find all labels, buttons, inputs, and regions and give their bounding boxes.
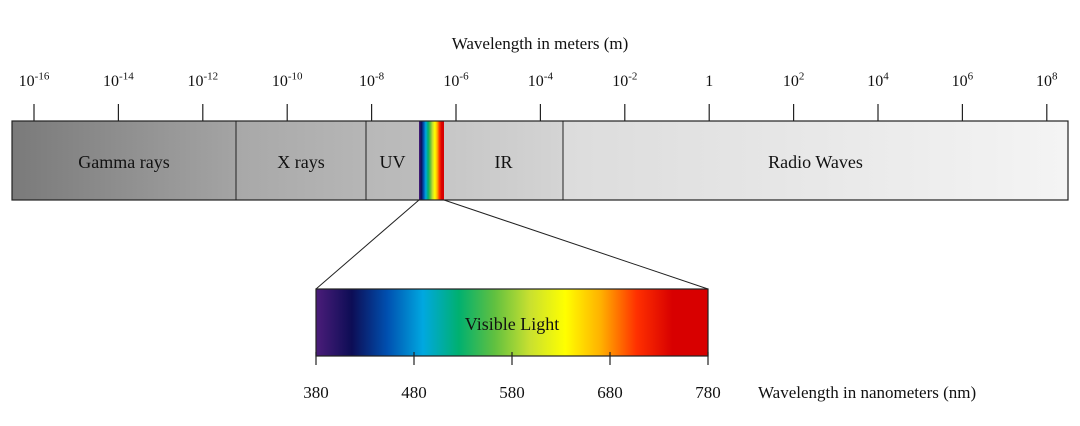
region-radio-waves bbox=[563, 121, 1068, 200]
tick-base: 10 bbox=[867, 73, 884, 90]
tick-base: 10 bbox=[951, 73, 968, 90]
nm-tick-label: 580 bbox=[499, 383, 525, 402]
nm-tick-label: 480 bbox=[401, 383, 427, 402]
tick-base: 10 bbox=[271, 73, 288, 90]
main-spectrum-bar bbox=[11, 120, 1069, 201]
region-gamma-rays bbox=[12, 121, 236, 200]
tick-base: 1 bbox=[705, 73, 714, 90]
top-tick-label: 108 bbox=[1036, 70, 1058, 90]
zoom-line-right bbox=[443, 199, 709, 290]
region-label-gamma-rays: Gamma rays bbox=[78, 152, 170, 172]
tick-base: 10 bbox=[18, 73, 35, 90]
tick-exponent: -10 bbox=[287, 70, 303, 83]
top-tick-label: 1 bbox=[705, 74, 713, 90]
visible-band-in-main-bar bbox=[419, 121, 444, 200]
tick-base: 10 bbox=[527, 73, 544, 90]
tick-exponent: -8 bbox=[375, 70, 385, 83]
top-tick-label: 10-16 bbox=[18, 70, 50, 90]
region-ir bbox=[444, 121, 563, 200]
top-tick-label: 10-4 bbox=[527, 70, 553, 90]
tick-base: 10 bbox=[103, 73, 120, 90]
region-uv bbox=[366, 121, 419, 200]
top-tick-label: 10-10 bbox=[271, 70, 303, 90]
tick-base: 10 bbox=[782, 73, 799, 90]
zoom-lines bbox=[315, 199, 709, 290]
top-axis-title: Wavelength in meters (m) bbox=[451, 34, 629, 53]
visible-spectrum-bar bbox=[315, 288, 709, 365]
nm-tick-label: 380 bbox=[303, 383, 329, 402]
tick-exponent: 2 bbox=[798, 70, 805, 83]
tick-base: 10 bbox=[1036, 73, 1053, 90]
tick-exponent: 6 bbox=[967, 70, 974, 83]
tick-exponent: -6 bbox=[459, 70, 469, 83]
tick-base: 10 bbox=[359, 73, 376, 90]
region-label-ir: IR bbox=[494, 152, 513, 172]
region-x-rays bbox=[236, 121, 366, 200]
tick-exponent: -2 bbox=[628, 70, 638, 83]
nm-tick-label: 680 bbox=[597, 383, 623, 402]
top-tick-label: 106 bbox=[951, 70, 974, 90]
top-axis-ticks bbox=[33, 104, 1048, 121]
top-tick-label: 102 bbox=[782, 70, 805, 90]
top-tick-label: 10-2 bbox=[612, 70, 638, 90]
tick-exponent: -14 bbox=[119, 70, 134, 83]
tick-exponent: -16 bbox=[34, 70, 50, 83]
top-tick-label: 10-6 bbox=[443, 70, 469, 90]
top-tick-label: 10-12 bbox=[187, 70, 219, 90]
tick-exponent: -12 bbox=[203, 70, 219, 83]
top-tick-label: 10-8 bbox=[359, 70, 385, 90]
visible-light-label: Visible Light bbox=[464, 314, 560, 334]
region-label-radio-waves: Radio Waves bbox=[768, 152, 863, 172]
nanometer-axis-title: Wavelength in nanometers (nm) bbox=[758, 383, 977, 402]
tick-base: 10 bbox=[187, 73, 204, 90]
top-tick-label: 10-14 bbox=[103, 70, 134, 90]
tick-exponent: -4 bbox=[543, 70, 553, 83]
tick-base: 10 bbox=[612, 73, 629, 90]
tick-exponent: 8 bbox=[1052, 70, 1058, 83]
top-tick-label: 104 bbox=[867, 70, 889, 90]
region-label-uv: UV bbox=[379, 152, 406, 172]
tick-base: 10 bbox=[443, 73, 460, 90]
nm-tick-label: 780 bbox=[695, 383, 721, 402]
zoom-line-left bbox=[315, 199, 420, 290]
region-label-x-rays: X rays bbox=[277, 152, 325, 172]
tick-exponent: 4 bbox=[883, 70, 889, 83]
